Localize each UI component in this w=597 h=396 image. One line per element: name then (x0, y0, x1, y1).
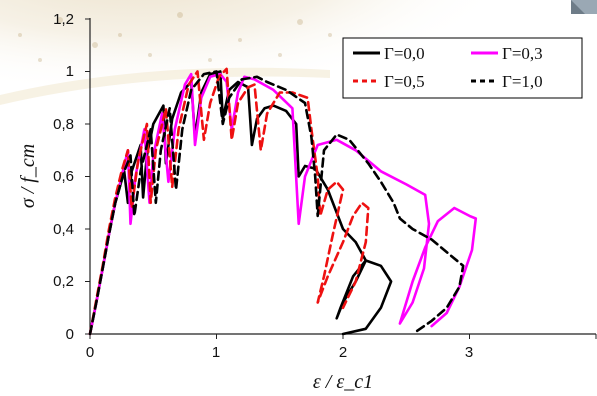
y-tick-label: 1 (66, 63, 74, 80)
y-tick-label: 1,2 (53, 11, 74, 28)
x-axis-label: ε / ε_c1 (313, 371, 373, 393)
background-photo (0, 0, 550, 150)
x-tick-label: 0 (86, 344, 94, 361)
legend-label: Γ=0,3 (502, 44, 543, 63)
legend-label: Γ=0,0 (384, 44, 425, 63)
y-tick-labels: 0 0,2 0,4 0,6 0,8 1 1,2 (53, 11, 74, 343)
y-tick-label: 0,2 (53, 273, 74, 290)
series-line-2 (88, 67, 370, 336)
y-tick-label: 0,6 (53, 168, 74, 185)
legend-label: Γ=1,0 (502, 72, 543, 91)
x-tick-label: 3 (465, 344, 473, 361)
legend-box (342, 37, 583, 99)
x-tick-label: 2 (339, 344, 347, 361)
series-line-3 (88, 70, 465, 336)
y-tick-label: 0,4 (53, 221, 74, 238)
y-tick-label: 0 (66, 326, 74, 343)
series-layer (88, 67, 478, 336)
corner-photo (571, 0, 597, 14)
x-tick-label: 1 (212, 344, 220, 361)
y-tick-label: 0,8 (53, 116, 74, 133)
x-tick-labels: 0 1 2 3 (86, 344, 473, 361)
legend: Γ=0,0 Γ=0,3 Γ=0,5 Γ=1,0 (342, 37, 583, 99)
y-axis-label: σ / f_cm (17, 144, 39, 208)
legend-label: Γ=0,5 (384, 72, 425, 91)
